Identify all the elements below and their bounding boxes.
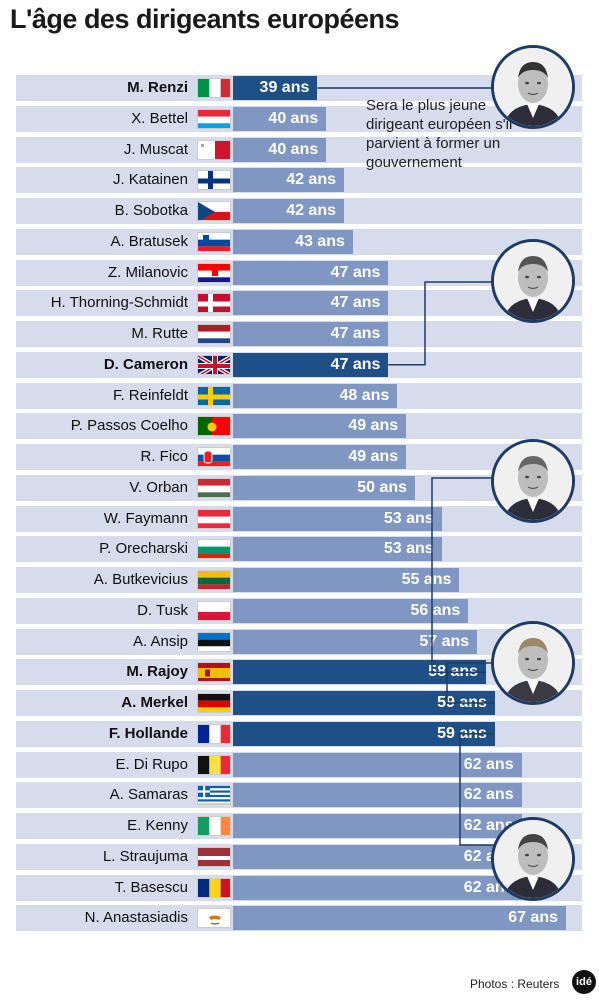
- cameron-connector: [388, 281, 492, 366]
- age-bar: 47 ans: [233, 260, 389, 285]
- leader-name: A. Bratusek: [110, 232, 188, 250]
- leader-name: W. Faymann: [103, 509, 188, 527]
- leader-name: R. Fico: [140, 448, 188, 465]
- leader-name: E. Di Rupo: [115, 755, 188, 773]
- uk-flag: [197, 354, 231, 375]
- age-bar: 53 ans: [233, 506, 442, 531]
- cameron-portrait: [491, 239, 575, 323]
- age-bar: 47 ans: [233, 322, 389, 346]
- malta-flag: [197, 139, 231, 160]
- netherlands-flag: [197, 324, 231, 344]
- age-bar: 67 ans: [233, 906, 566, 931]
- age-bar: 42 ans: [233, 168, 344, 193]
- age-bar: 57 ans: [233, 629, 478, 654]
- czech-flag: [197, 201, 231, 221]
- age-bar: 55 ans: [233, 568, 460, 592]
- slovenia-flag: [197, 231, 231, 252]
- belgium-flag: [197, 754, 231, 775]
- leader-name: X. Bettel: [131, 109, 188, 127]
- photo-credit: Photos : Reuters: [470, 977, 560, 991]
- leader-name: H. Thorning-Schmidt: [50, 294, 188, 312]
- leader-name: A. Butkevicius: [93, 571, 188, 588]
- leader-name: B. Sobotka: [114, 202, 188, 219]
- poland-flag: [197, 600, 231, 621]
- leader-name: Z. Milanovic: [107, 263, 188, 281]
- leader-name: A. Ansip: [132, 632, 188, 650]
- greece-flag: [197, 785, 231, 806]
- leader-name: F. Hollande: [108, 724, 188, 742]
- age-bar: 49 ans: [233, 414, 407, 439]
- age-bar: 43 ans: [233, 229, 353, 254]
- leader-name: P. Passos Coelho: [70, 417, 188, 435]
- leader-name: N. Anastasiadis: [84, 909, 188, 927]
- leader-name: M. Rajoy: [126, 663, 188, 681]
- latvia-flag: [197, 846, 231, 867]
- leader-name: J. Katainen: [112, 171, 188, 189]
- age-bar: 62 ans: [233, 783, 522, 808]
- leader-name: D. Cameron: [103, 355, 188, 373]
- age-bar: 53 ans: [233, 537, 442, 562]
- age-bar: 50 ans: [233, 475, 416, 500]
- leader-name: D. Tusk: [137, 601, 188, 619]
- spain-flag: [197, 662, 231, 683]
- france-flag: [197, 723, 231, 744]
- hollande-portrait: [491, 817, 575, 901]
- age-bar: 56 ans: [233, 598, 469, 623]
- slovakia-flag: [197, 447, 231, 467]
- hungary-flag: [197, 477, 231, 498]
- leader-name: A. Samaras: [109, 786, 188, 804]
- denmark-flag: [197, 293, 231, 314]
- age-bar: 49 ans: [233, 445, 407, 469]
- age-bar: 39 ans: [233, 76, 318, 100]
- rajoy-portrait: [491, 439, 575, 523]
- leader-name: L. Straujuma: [102, 847, 188, 865]
- leader-name: E. Kenny: [127, 817, 188, 834]
- estonia-flag: [197, 631, 231, 652]
- sweden-flag: [197, 385, 231, 406]
- rajoy-connector: [431, 477, 492, 673]
- leader-name: M. Renzi: [127, 79, 188, 96]
- bulgaria-flag: [197, 539, 231, 560]
- romania-flag: [197, 877, 231, 898]
- luxembourg-flag: [197, 108, 231, 129]
- age-bar: 62 ans: [233, 752, 522, 777]
- renzi-annotation: Sera le plus jeune dirigeant européen s'…: [366, 97, 513, 171]
- age-bar: 40 ans: [233, 106, 327, 131]
- renzi-portrait: [491, 45, 575, 129]
- hollande-connector: [459, 733, 495, 846]
- lithuania-flag: [197, 570, 231, 590]
- leader-name: M. Rutte: [131, 325, 188, 342]
- leader-name: F. Reinfeldt: [112, 386, 188, 404]
- age-bar: 47 ans: [233, 291, 389, 316]
- publisher-logo: idé: [572, 970, 596, 994]
- cyprus-flag: [197, 908, 231, 929]
- age-bar: 62 ans: [233, 844, 522, 869]
- merkel-connector: [446, 662, 495, 704]
- germany-flag: [197, 693, 231, 713]
- finland-flag: [197, 170, 231, 191]
- leader-name: P. Orecharski: [99, 540, 188, 558]
- leader-name: J. Muscat: [123, 140, 188, 158]
- croatia-flag: [197, 262, 231, 283]
- portugal-flag: [197, 416, 231, 437]
- age-bar: 40 ans: [233, 137, 327, 162]
- leader-name: T. Basescu: [114, 878, 188, 896]
- italy-flag: [197, 78, 231, 98]
- age-bar: 59 ans: [233, 721, 495, 746]
- leader-name: V. Orban: [129, 478, 188, 496]
- merkel-portrait: [491, 621, 575, 705]
- age-bar: 47 ans: [233, 352, 389, 377]
- chart-title: L'âge des dirigeants européens: [10, 4, 400, 34]
- leader-name: A. Merkel: [121, 694, 188, 711]
- ireland-flag: [197, 816, 231, 836]
- age-bar: 48 ans: [233, 383, 398, 408]
- age-bar: 42 ans: [233, 199, 344, 223]
- austria-flag: [197, 508, 231, 529]
